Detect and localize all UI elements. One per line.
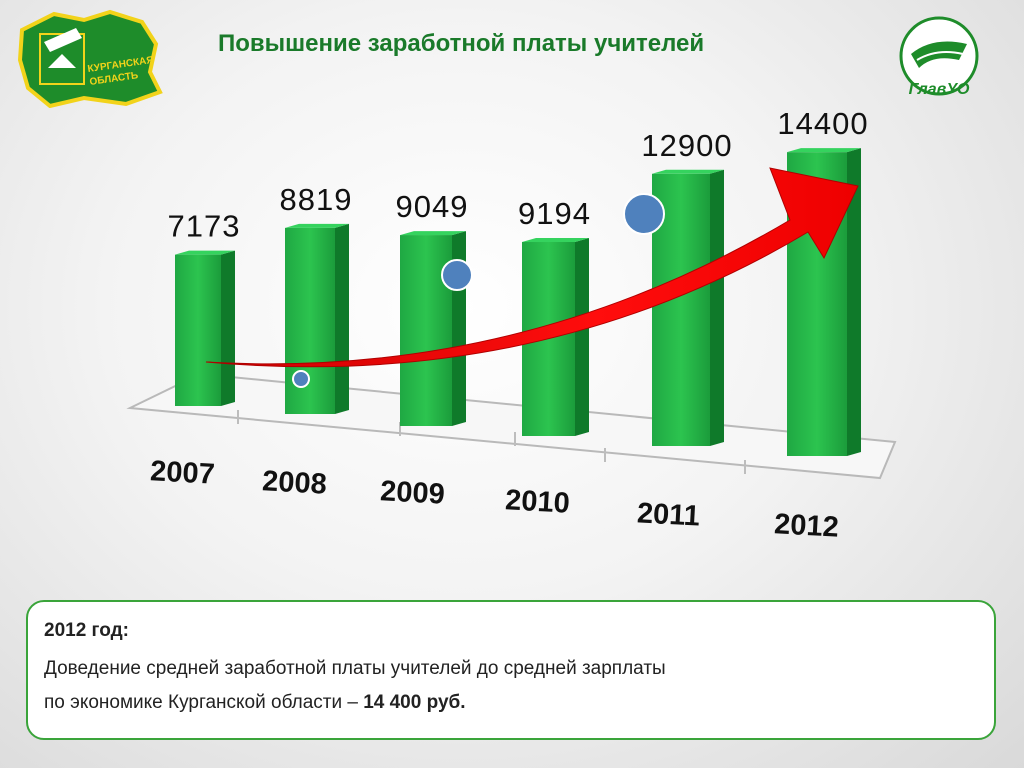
x-tick-2010: 2010 — [504, 484, 570, 519]
marker-circle-1 — [441, 259, 473, 291]
trend-arrow-shape — [205, 167, 859, 368]
x-tick-2009: 2009 — [379, 475, 445, 510]
data-label-2010: 9194 — [518, 196, 591, 231]
marker-circle-0 — [292, 370, 310, 388]
glavuo-logo: ГлавУО — [899, 16, 979, 98]
floor-plane — [126, 372, 897, 480]
data-label-2009: 9049 — [396, 189, 469, 224]
bar-2007 — [175, 250, 235, 406]
info-salary-value: 14 400 руб. — [363, 692, 466, 713]
x-tick-2012: 2012 — [773, 508, 839, 543]
marker-circle-2 — [623, 193, 665, 235]
x-tick-2007: 2007 — [149, 455, 215, 490]
page-title: Повышение заработной платы учителей — [218, 30, 705, 57]
x-tick-2008: 2008 — [261, 465, 327, 500]
trend-arrow — [205, 167, 859, 368]
info-line-2: по экономике Курганской области – 14 400… — [44, 686, 994, 720]
kurgan-region-logo: КУРГАНСКАЯ ОБЛАСТЬ — [17, 9, 163, 108]
info-year: 2012 год: — [44, 620, 129, 641]
info-box: 2012 год: Доведение средней заработной п… — [26, 600, 996, 740]
x-tick-2011: 2011 — [636, 497, 701, 532]
glavuo-logo-text: ГлавУО — [909, 81, 970, 98]
bar-2008 — [285, 223, 349, 414]
data-label-2007: 7173 — [168, 209, 241, 244]
chart-x-tick-labels: 2007 2008 2009 2010 2011 2012 — [149, 455, 839, 543]
chart-data-labels: 7173 8819 9049 9194 12900 14400 — [168, 106, 868, 244]
data-label-2008: 8819 — [280, 182, 353, 217]
info-line-1: Доведение средней заработной платы учите… — [44, 658, 666, 679]
chart-markers — [292, 193, 665, 388]
info-line-2-prefix: по экономике Курганской области – — [44, 692, 364, 713]
data-label-2011: 12900 — [641, 128, 732, 163]
chart-floor — [126, 372, 897, 480]
data-label-2012: 14400 — [777, 106, 868, 141]
